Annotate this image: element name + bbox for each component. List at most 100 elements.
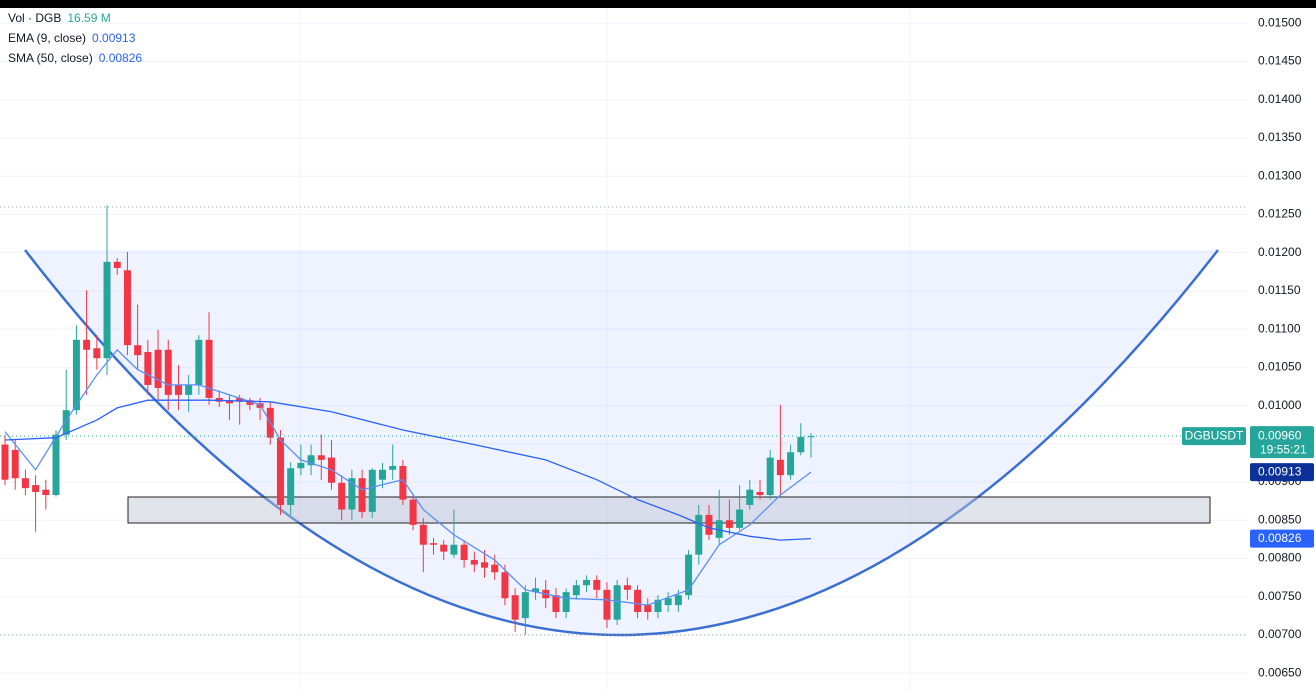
y-tick-label: 0.00650: [1258, 665, 1302, 679]
candle-body: [52, 434, 60, 496]
candle-body: [715, 520, 723, 538]
candle-body: [491, 564, 499, 573]
y-tick-label: 0.00700: [1258, 627, 1302, 641]
candle-body: [246, 400, 254, 405]
indicator-price-box: [1250, 529, 1314, 548]
y-tick-label: 0.01500: [1258, 15, 1302, 29]
symbol-box: [1182, 427, 1246, 446]
candle-body: [532, 588, 540, 593]
candle-body: [378, 469, 386, 480]
y-tick-label: 0.01400: [1258, 92, 1302, 106]
candle-body: [776, 459, 784, 476]
candle-body: [358, 478, 366, 512]
candle-body: [521, 592, 529, 619]
candle-body: [42, 489, 50, 496]
support-zone: [127, 496, 1211, 524]
candle-body: [32, 485, 40, 492]
last-price-box: [1250, 426, 1314, 459]
candle-body: [287, 468, 295, 505]
candle-body: [766, 457, 774, 496]
candle-body: [419, 524, 427, 545]
candle-body: [623, 585, 631, 590]
candle-body: [11, 449, 19, 479]
candle-body: [481, 562, 489, 568]
candle-body: [72, 339, 80, 411]
indicator-price-box: [1250, 463, 1314, 482]
candle-body: [409, 499, 417, 525]
legend: Vol · DGB 16.59 M EMA (9, close) 0.00913 S…: [8, 11, 142, 65]
indicator-price-label: 0.00913: [1258, 464, 1302, 478]
candle-body: [583, 579, 591, 586]
legend-value: 16.59 M: [67, 11, 110, 25]
candle-body: [236, 397, 244, 402]
marks: [0, 205, 1248, 635]
candle-body: [348, 478, 356, 510]
y-tick-label: 0.00800: [1258, 551, 1302, 565]
legend-name: Vol · DGB: [8, 11, 61, 25]
candle-body: [511, 595, 519, 620]
candle-body: [225, 400, 233, 404]
candle-body: [154, 349, 162, 388]
candle-body: [746, 489, 754, 505]
candle-body: [317, 455, 325, 460]
candle-body: [674, 595, 682, 606]
indicator-line: [4, 399, 812, 541]
candle-body: [603, 589, 611, 620]
candle-body: [164, 349, 172, 395]
countdown-label: 19:55:21: [1260, 442, 1307, 456]
candle-body: [572, 585, 580, 596]
candle-body: [501, 572, 509, 599]
y-tick-label: 0.00750: [1258, 589, 1302, 603]
candle-body: [685, 554, 693, 596]
y-tick-label: 0.01300: [1258, 168, 1302, 182]
candle-body: [123, 270, 131, 346]
legend-sma: SMA (50, close) 0.00826: [8, 51, 142, 65]
candle-body: [185, 384, 193, 395]
last-price-label: 0.00960: [1258, 428, 1302, 442]
candle-body: [174, 384, 182, 395]
candle-body: [644, 605, 652, 613]
candle-body: [399, 465, 407, 500]
candle-body: [144, 352, 152, 385]
candle-body: [725, 520, 733, 528]
y-tick-label: 0.01100: [1258, 321, 1301, 335]
y-tick-label: 0.01000: [1258, 398, 1302, 412]
legend-name: EMA (9, close): [8, 31, 86, 45]
candle-body: [103, 261, 111, 359]
candle-body: [430, 543, 438, 545]
candle-body: [736, 509, 744, 528]
y-tick-label: 0.01450: [1258, 54, 1302, 68]
top-bar: [0, 0, 1316, 8]
indicator-line: [4, 348, 812, 606]
candle-body: [613, 585, 621, 620]
candle-body: [470, 560, 478, 565]
candle-body: [664, 598, 672, 606]
candle-body: [276, 437, 284, 505]
legend-ema: EMA (9, close) 0.00913: [8, 31, 136, 45]
candle-body: [797, 436, 805, 453]
candle-body: [21, 478, 29, 489]
candle-body: [93, 348, 101, 359]
candle-body: [756, 491, 764, 496]
candle-body: [787, 452, 795, 476]
candle-body: [389, 465, 397, 470]
candle-body: [654, 599, 662, 613]
candle-body: [593, 579, 601, 590]
legend-volume: Vol · DGB 16.59 M: [8, 11, 111, 25]
candle-body: [62, 410, 70, 435]
candle-body: [113, 261, 121, 268]
price-axis: 0.00650 0.00700 0.00750 0.00800 0.00850 0.009…: [1182, 15, 1314, 679]
candle-body: [562, 592, 570, 613]
y-tick-label: 0.01150: [1258, 283, 1301, 297]
symbol-label: DGBUSDT: [1185, 428, 1244, 442]
candle-body: [134, 345, 142, 356]
y-tick-label: 0.01050: [1258, 360, 1302, 374]
candle-body: [552, 595, 560, 613]
grid: [0, 8, 1248, 690]
candle-body: [205, 339, 213, 398]
candle-body: [705, 514, 713, 535]
legend-value: 0.00913: [92, 31, 136, 45]
